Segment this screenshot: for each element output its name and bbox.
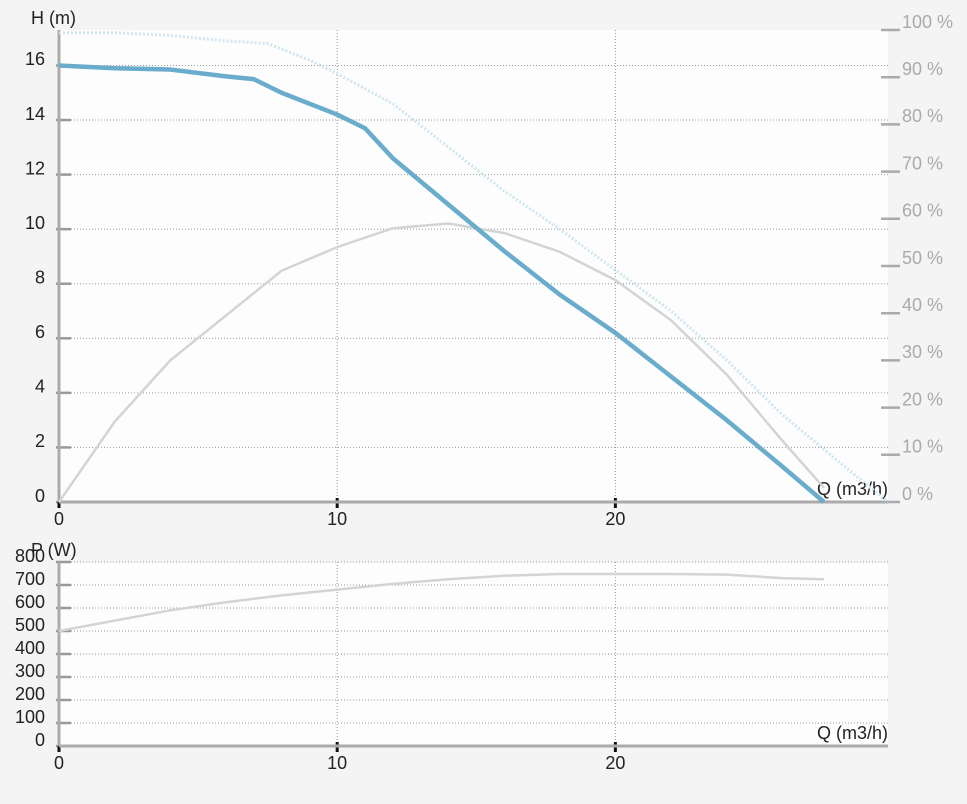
y2-tick-label: 30 % (902, 342, 943, 362)
y-tick-label: 800 (15, 546, 45, 566)
x-tick-label: 10 (327, 753, 347, 773)
y2-tick-label: 70 % (902, 153, 943, 173)
y2-tick-label: 10 % (902, 437, 943, 457)
y-tick-label: 10 (25, 213, 45, 233)
x-tick-label: 20 (605, 509, 625, 529)
y2-tick-label: 60 % (902, 201, 943, 221)
y-tick-label: 700 (15, 569, 45, 589)
x-tick-label: 0 (54, 509, 64, 529)
plot-area (59, 30, 888, 502)
y2-tick-label: 40 % (902, 295, 943, 315)
y2-tick-label: 100 % (902, 12, 953, 32)
y2-tick-label: 50 % (902, 248, 943, 268)
y-tick-label: 16 (25, 49, 45, 69)
y2-tick-label: 90 % (902, 59, 943, 79)
y-tick-label: 500 (15, 615, 45, 635)
y-tick-label: 0 (35, 486, 45, 506)
series-line (58, 572, 825, 633)
y-axis-label: H (m) (31, 8, 76, 28)
x-tick-label: 20 (605, 753, 625, 773)
x-axis-label: Q (m3/h) (817, 479, 888, 499)
series-line (59, 31, 889, 504)
y-tick-label: 400 (15, 638, 45, 658)
y-tick-label: 2 (35, 431, 45, 451)
y2-tick-label: 0 % (902, 484, 933, 504)
x-tick-label: 10 (327, 509, 347, 529)
y2-tick-label: 80 % (902, 106, 943, 126)
y-tick-label: 6 (35, 322, 45, 342)
y-tick-label: 4 (35, 377, 45, 397)
y-tick-label: 600 (15, 592, 45, 612)
y-tick-label: 8 (35, 267, 45, 287)
y-tick-label: 0 (35, 730, 45, 750)
y-tick-label: 200 (15, 684, 45, 704)
series-line (58, 63, 826, 504)
y-tick-label: 300 (15, 661, 45, 681)
series-line (57, 222, 825, 503)
y2-tick-label: 20 % (902, 389, 943, 409)
y-tick-label: 12 (25, 158, 45, 178)
y-tick-label: 100 (15, 707, 45, 727)
x-axis-label: Q (m3/h) (817, 723, 888, 743)
y-tick-label: 14 (25, 104, 45, 124)
x-tick-label: 0 (54, 753, 64, 773)
y-axis-label: P (W) (31, 540, 77, 560)
